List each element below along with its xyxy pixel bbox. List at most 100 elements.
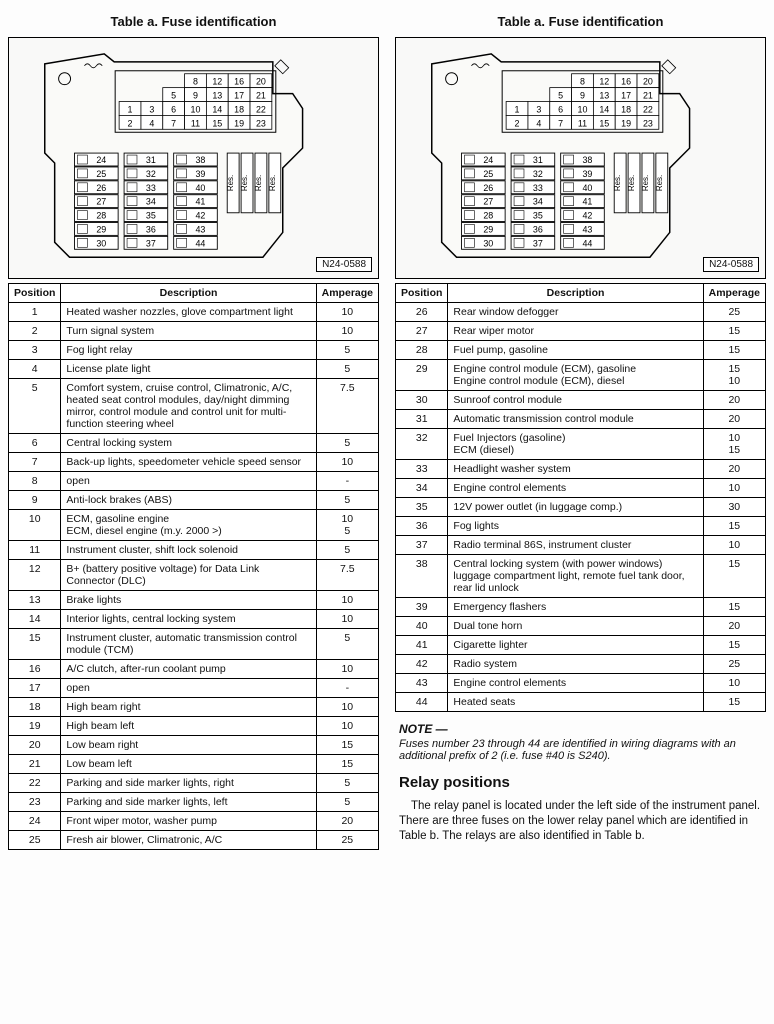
right-column: Table a. Fuse identification 81216205913… — [395, 14, 766, 850]
svg-text:Res.: Res. — [226, 175, 235, 191]
col-amperage: Amperage — [316, 284, 378, 303]
fuse-diagram: 8121620591317211361014182224711151923242… — [15, 44, 372, 272]
svg-text:37: 37 — [533, 238, 543, 248]
cell-position: 6 — [9, 434, 61, 453]
svg-text:11: 11 — [578, 118, 587, 128]
cell-position: 34 — [396, 479, 448, 498]
cell-amperage: 15 — [703, 322, 765, 341]
svg-text:3: 3 — [149, 104, 154, 114]
cell-amperage: 15 — [316, 736, 378, 755]
cell-position: 26 — [396, 303, 448, 322]
table-row: 23Parking and side marker lights, left5 — [9, 793, 379, 812]
svg-text:38: 38 — [582, 155, 592, 165]
cell-position: 22 — [9, 774, 61, 793]
cell-description: Engine control module (ECM), gasolineEng… — [448, 360, 703, 391]
cell-description: 12V power outlet (in luggage comp.) — [448, 498, 703, 517]
col-description: Description — [61, 284, 316, 303]
cell-position: 14 — [9, 610, 61, 629]
cell-description: Headlight washer system — [448, 460, 703, 479]
fuse-diagram: 8121620591317211361014182224711151923242… — [402, 44, 759, 272]
svg-text:42: 42 — [195, 211, 205, 221]
svg-text:29: 29 — [483, 224, 493, 234]
cell-description: Turn signal system — [61, 322, 316, 341]
cell-position: 15 — [9, 629, 61, 660]
svg-text:15: 15 — [212, 118, 222, 128]
cell-description: Fog light relay — [61, 341, 316, 360]
left-column: Table a. Fuse identification 81216205913… — [8, 14, 379, 850]
cell-description: Interior lights, central locking system — [61, 610, 316, 629]
cell-amperage: 10 — [703, 479, 765, 498]
cell-position: 39 — [396, 598, 448, 617]
table-row: 19High beam left10 — [9, 717, 379, 736]
left-diagram-box: 8121620591317211361014182224711151923242… — [8, 37, 379, 279]
svg-text:38: 38 — [195, 155, 205, 165]
right-fuse-table: Position Description Amperage 26Rear win… — [395, 283, 766, 712]
table-row: 34Engine control elements10 — [396, 479, 766, 498]
table-row: 24Front wiper motor, washer pump20 — [9, 812, 379, 831]
table-row: 20Low beam right15 — [9, 736, 379, 755]
left-table-title: Table a. Fuse identification — [8, 14, 379, 29]
cell-amperage: 10 — [316, 322, 378, 341]
svg-text:31: 31 — [146, 155, 156, 165]
svg-text:34: 34 — [146, 197, 156, 207]
svg-text:9: 9 — [580, 91, 585, 101]
table-row: 22Parking and side marker lights, right5 — [9, 774, 379, 793]
cell-amperage: 30 — [703, 498, 765, 517]
cell-position: 2 — [9, 322, 61, 341]
svg-text:28: 28 — [483, 211, 493, 221]
cell-amperage: 15 — [703, 517, 765, 536]
svg-text:18: 18 — [234, 104, 244, 114]
table-row: 6Central locking system5 — [9, 434, 379, 453]
cell-amperage: 15 — [703, 555, 765, 598]
cell-position: 28 — [396, 341, 448, 360]
svg-text:40: 40 — [582, 183, 592, 193]
cell-amperage: 15 — [316, 755, 378, 774]
cell-amperage: 5 — [316, 491, 378, 510]
table-row: 29Engine control module (ECM), gasolineE… — [396, 360, 766, 391]
svg-text:23: 23 — [256, 118, 266, 128]
svg-text:1: 1 — [128, 104, 133, 114]
col-amperage: Amperage — [703, 284, 765, 303]
svg-text:5: 5 — [558, 91, 563, 101]
svg-text:24: 24 — [483, 155, 493, 165]
svg-text:14: 14 — [599, 104, 609, 114]
cell-amperage: 20 — [703, 617, 765, 636]
table-row: 5Comfort system, cruise control, Climatr… — [9, 379, 379, 434]
svg-text:6: 6 — [171, 104, 176, 114]
col-position: Position — [9, 284, 61, 303]
table-row: 17open- — [9, 679, 379, 698]
table-row: 1Heated washer nozzles, glove compartmen… — [9, 303, 379, 322]
svg-text:Res.: Res. — [641, 175, 650, 191]
table-row: 32Fuel Injectors (gasoline)ECM (diesel)1… — [396, 429, 766, 460]
svg-text:25: 25 — [483, 169, 493, 179]
cell-amperage: 10 — [316, 698, 378, 717]
cell-position: 11 — [9, 541, 61, 560]
cell-description: Dual tone horn — [448, 617, 703, 636]
cell-position: 8 — [9, 472, 61, 491]
table-row: 42Radio system25 — [396, 655, 766, 674]
cell-amperage: 10 — [316, 660, 378, 679]
svg-text:15: 15 — [599, 118, 609, 128]
svg-text:33: 33 — [533, 183, 543, 193]
cell-position: 29 — [396, 360, 448, 391]
cell-description: License plate light — [61, 360, 316, 379]
cell-description: Emergency flashers — [448, 598, 703, 617]
cell-description: B+ (battery positive voltage) for Data L… — [61, 560, 316, 591]
relay-positions-heading: Relay positions — [399, 774, 762, 791]
svg-text:2: 2 — [128, 118, 133, 128]
cell-description: Engine control elements — [448, 479, 703, 498]
cell-position: 25 — [9, 831, 61, 850]
cell-position: 33 — [396, 460, 448, 479]
svg-text:42: 42 — [582, 211, 592, 221]
table-row: 14Interior lights, central locking syste… — [9, 610, 379, 629]
cell-amperage: - — [316, 472, 378, 491]
cell-amperage: 1510 — [703, 360, 765, 391]
svg-text:8: 8 — [193, 77, 198, 87]
cell-position: 42 — [396, 655, 448, 674]
svg-text:25: 25 — [96, 169, 106, 179]
cell-description: Sunroof control module — [448, 391, 703, 410]
cell-description: Fuel Injectors (gasoline)ECM (diesel) — [448, 429, 703, 460]
svg-text:29: 29 — [96, 224, 106, 234]
svg-text:32: 32 — [533, 169, 543, 179]
table-row: 18High beam right10 — [9, 698, 379, 717]
